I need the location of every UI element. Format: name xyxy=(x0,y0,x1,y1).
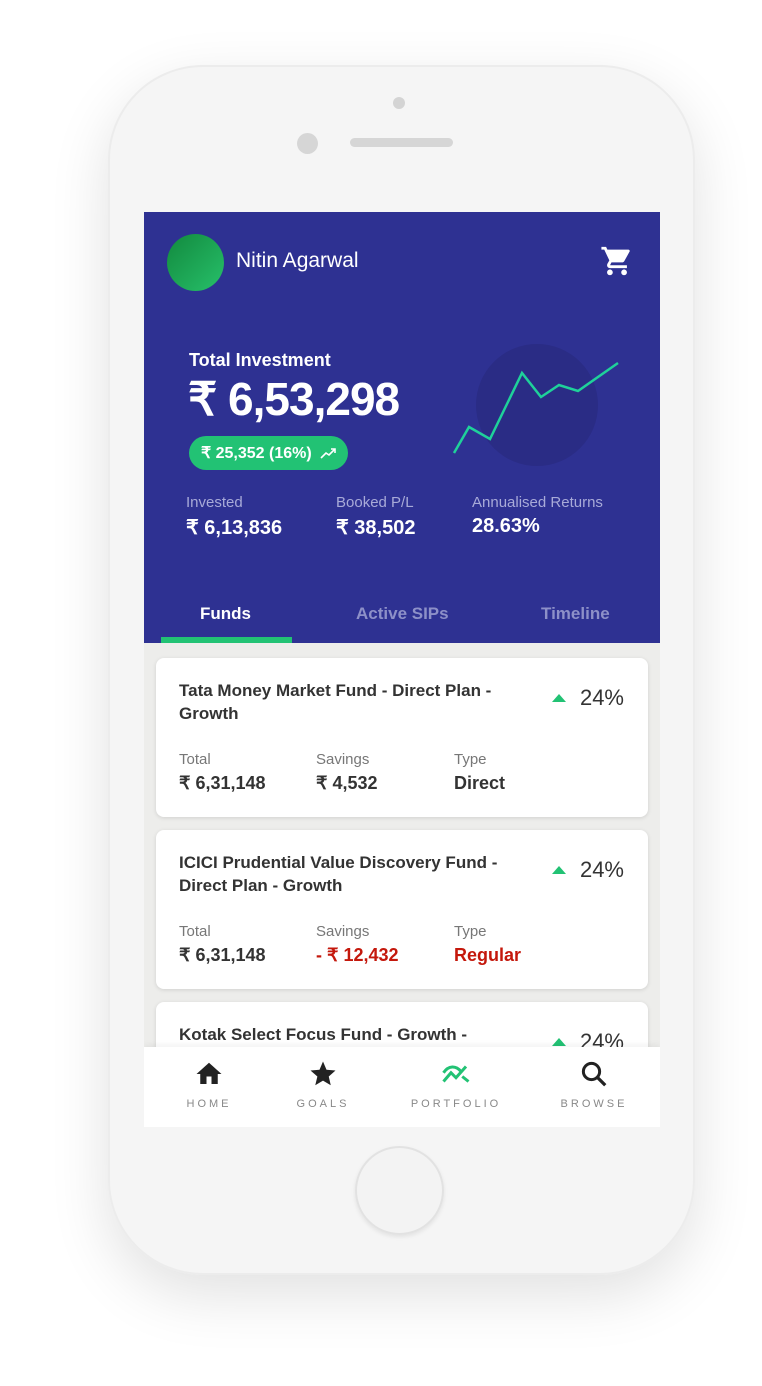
fund-card[interactable]: Tata Money Market Fund - Direct Plan - G… xyxy=(156,658,648,817)
value: Regular xyxy=(454,945,522,965)
sparkline xyxy=(452,344,619,466)
label: Total xyxy=(179,923,211,940)
label: Type xyxy=(454,751,487,768)
label: Type xyxy=(454,923,487,940)
fund-savings: Savings ₹ 4,532 xyxy=(316,751,378,794)
total-investment-value: ₹ 6,53,298 xyxy=(188,373,400,425)
front-camera xyxy=(297,133,318,154)
up-triangle-icon xyxy=(551,1038,566,1046)
nav-goals[interactable]: GOALS xyxy=(268,1059,378,1110)
fund-name: ICICI Prudential Value Discovery Fund - … xyxy=(179,853,498,895)
avatar[interactable] xyxy=(167,234,224,291)
fund-name: Kotak Select Focus Fund - Growth - xyxy=(179,1025,468,1044)
gain-badge: ₹ 25,352 (16%) xyxy=(189,436,348,470)
up-triangle-icon xyxy=(551,866,566,874)
search-icon xyxy=(581,1061,607,1087)
user-name: Nitin Agarwal xyxy=(236,249,359,272)
tab-funds[interactable]: Funds xyxy=(200,604,251,623)
nav-label: BROWSE xyxy=(560,1098,628,1110)
nav-home[interactable]: HOME xyxy=(154,1059,264,1110)
fund-card[interactable]: ICICI Prudential Value Discovery Fund - … xyxy=(156,830,648,989)
fund-type: Type Regular xyxy=(454,923,521,966)
label: Total xyxy=(179,751,211,768)
stat-annualised-returns: Annualised Returns 28.63% xyxy=(472,494,603,538)
fund-name: Tata Money Market Fund - Direct Plan - G… xyxy=(179,681,492,723)
gain-value: ₹ 25,352 (16%) xyxy=(201,445,312,462)
fund-return-value: 24% xyxy=(579,857,624,882)
stat-invested: Invested ₹ 6,13,836 xyxy=(186,494,282,540)
active-tab-indicator xyxy=(161,637,292,643)
portfolio-header: Nitin Agarwal Total Investment ₹ 6,53,29… xyxy=(144,212,660,643)
fund-return: 24% xyxy=(551,857,624,883)
tab-active-sips[interactable]: Active SIPs xyxy=(356,604,449,623)
trending-up-icon xyxy=(320,448,336,459)
nav-browse[interactable]: BROWSE xyxy=(539,1059,649,1110)
tab-timeline[interactable]: Timeline xyxy=(541,604,610,623)
fund-return: 24% xyxy=(551,685,624,711)
stat-booked-pl: Booked P/L ₹ 38,502 xyxy=(336,494,415,540)
home-icon xyxy=(196,1062,222,1084)
value: - ₹ 12,432 xyxy=(316,945,399,965)
fund-return-value: 24% xyxy=(579,685,624,710)
value: ₹ 6,31,148 xyxy=(179,945,266,965)
stat-value: ₹ 38,502 xyxy=(336,517,416,539)
fund-total: Total ₹ 6,31,148 xyxy=(179,923,266,966)
value: ₹ 4,532 xyxy=(316,773,378,793)
stat-label: Booked P/L xyxy=(336,494,414,511)
label: Savings xyxy=(316,751,370,768)
stat-label: Invested xyxy=(186,494,243,511)
stat-value: ₹ 6,13,836 xyxy=(186,517,283,539)
value: Direct xyxy=(454,773,506,793)
nav-label: GOALS xyxy=(296,1098,350,1110)
total-investment-label: Total Investment xyxy=(189,350,331,370)
nav-label: HOME xyxy=(186,1098,232,1110)
stat-label: Annualised Returns xyxy=(472,494,603,511)
nav-label: PORTFOLIO xyxy=(410,1098,502,1110)
label: Savings xyxy=(316,923,370,940)
nav-portfolio[interactable]: PORTFOLIO xyxy=(401,1059,511,1110)
fund-type: Type Direct xyxy=(454,751,505,794)
home-hardware-button[interactable] xyxy=(355,1146,444,1235)
star-icon xyxy=(310,1061,336,1086)
stat-value: 28.63% xyxy=(472,515,540,537)
sensor xyxy=(393,97,405,109)
app-screen: Nitin Agarwal Total Investment ₹ 6,53,29… xyxy=(144,212,660,1127)
speaker xyxy=(350,138,453,147)
cart-icon[interactable] xyxy=(600,244,634,278)
trending-icon xyxy=(442,1065,470,1083)
bottom-nav: HOME GOALS PORTFOLIO BROWSE xyxy=(144,1047,660,1127)
up-triangle-icon xyxy=(551,694,566,702)
value: ₹ 6,31,148 xyxy=(179,773,266,793)
fund-total: Total ₹ 6,31,148 xyxy=(179,751,266,794)
fund-savings: Savings - ₹ 12,432 xyxy=(316,923,399,966)
